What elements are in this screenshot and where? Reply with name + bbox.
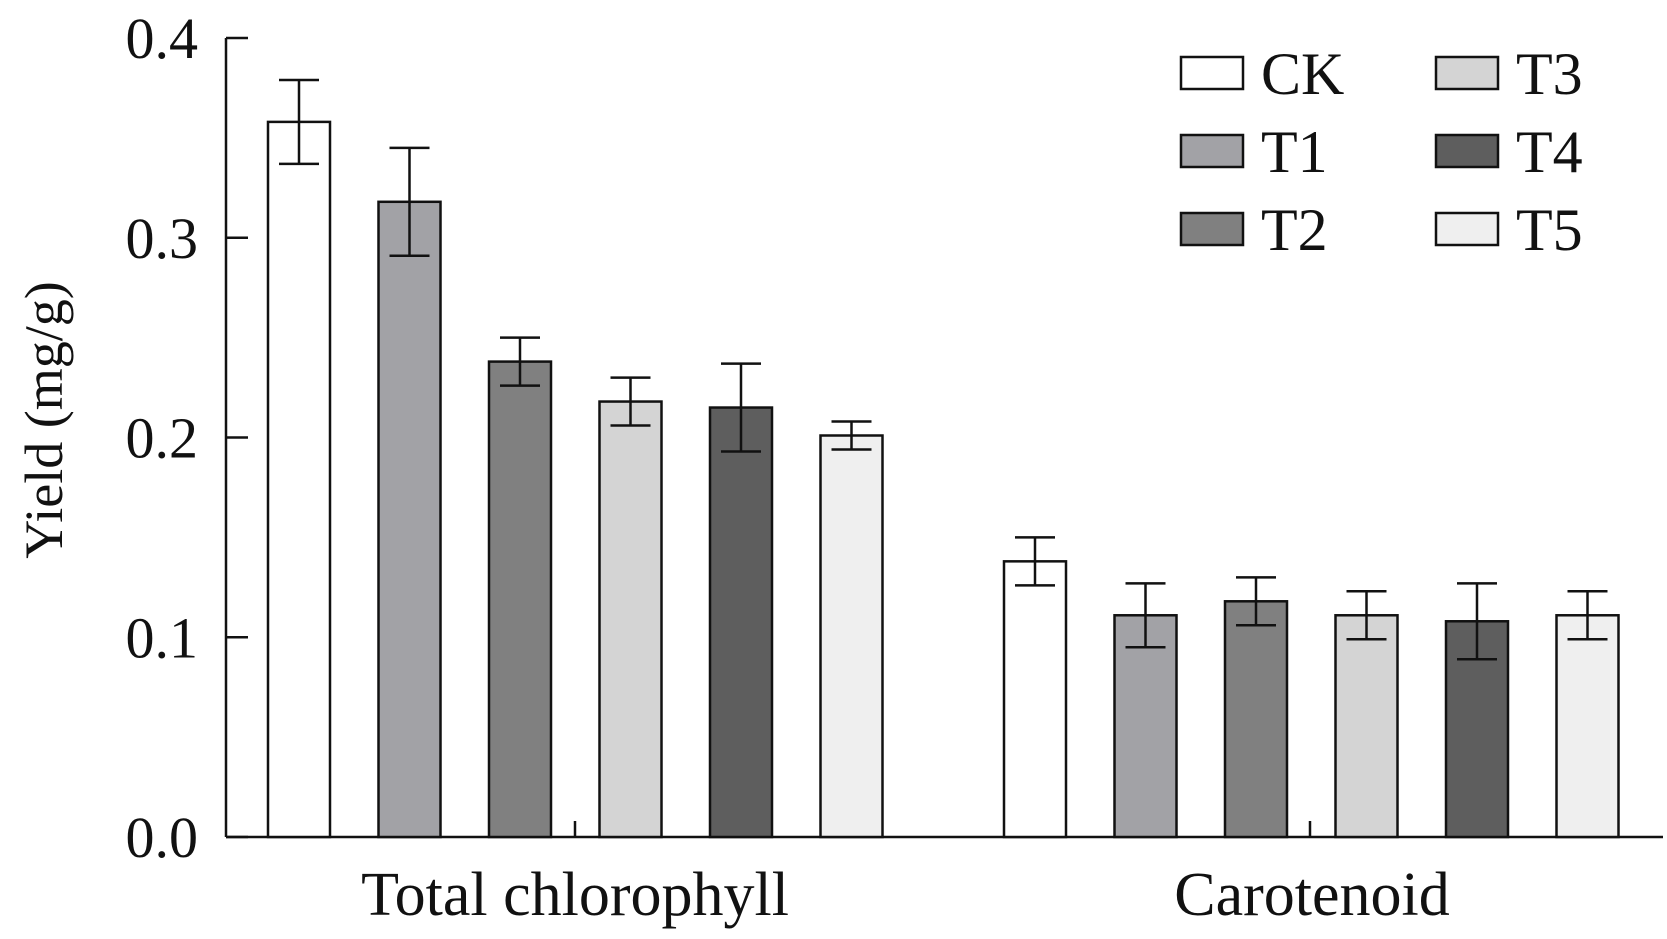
legend-swatch-CK	[1179, 55, 1245, 91]
bar-T4-0	[708, 406, 774, 839]
legend-swatch-T2	[1179, 211, 1245, 247]
bar-T3-1	[1334, 614, 1399, 839]
bar-T2-1	[1223, 600, 1289, 839]
y-tick-label: 0.1	[126, 605, 199, 670]
x-axis: Total chlorophyll Carotenoid	[226, 821, 1663, 929]
x-category-label: Carotenoid	[1174, 861, 1450, 929]
bar-T1-0	[377, 200, 442, 839]
y-axis: 0.0 0.1 0.2 0.3 0.4	[126, 6, 248, 870]
bars	[266, 78, 1620, 839]
y-axis-title: Yield (mg/g)	[14, 281, 74, 558]
bar-T5-1	[1555, 614, 1620, 839]
legend-label-CK: CK	[1261, 41, 1344, 107]
bar-T3-0	[598, 400, 663, 839]
legend-swatch-T3	[1434, 55, 1500, 91]
legend-label-T2: T2	[1261, 197, 1328, 263]
y-tick-label: 0.4	[126, 6, 199, 71]
legend-label-T4: T4	[1516, 119, 1583, 185]
legend-label-T5: T5	[1516, 197, 1583, 263]
bar-T5-0	[819, 434, 884, 839]
y-tick-label: 0.3	[126, 206, 199, 271]
y-tick-label: 0.2	[126, 406, 199, 471]
y-tick-label: 0.0	[126, 805, 199, 870]
x-category-label: Total chlorophyll	[361, 861, 789, 929]
bar-CK-0	[266, 120, 332, 839]
legend-label-T3: T3	[1516, 41, 1583, 107]
legend-label-T1: T1	[1261, 119, 1328, 185]
legend: CK T1 T2 T3 T4 T5	[1179, 41, 1583, 263]
legend-swatch-T5	[1434, 211, 1500, 247]
legend-swatch-T4	[1434, 133, 1500, 169]
bar-CK-1	[1002, 560, 1068, 839]
bar-T2-0	[487, 360, 553, 839]
bar-T1-1	[1113, 614, 1178, 839]
legend-swatch-T1	[1179, 133, 1245, 169]
